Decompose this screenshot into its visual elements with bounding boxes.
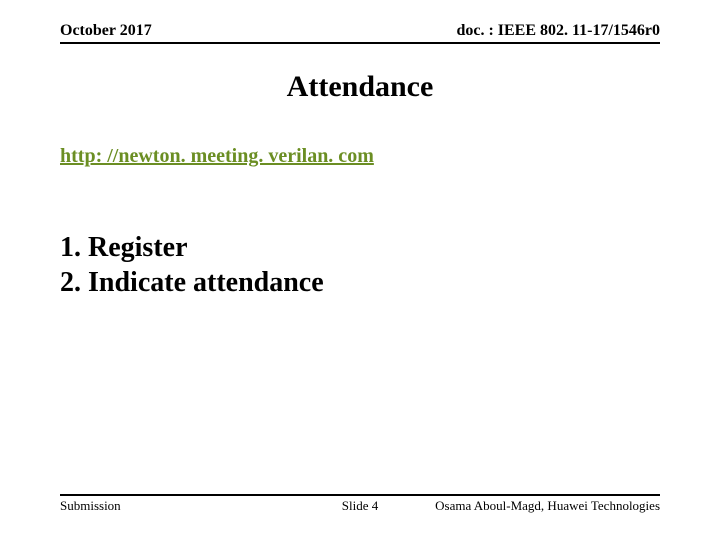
header-doc-id: doc. : IEEE 802. 11-17/1546r0 <box>456 22 660 40</box>
step-1: 1. Register <box>60 230 324 265</box>
slide-page: October 2017 doc. : IEEE 802. 11-17/1546… <box>0 0 720 540</box>
header-date: October 2017 <box>60 22 152 40</box>
attendance-link[interactable]: http: //newton. meeting. verilan. com <box>60 145 374 168</box>
header: October 2017 doc. : IEEE 802. 11-17/1546… <box>60 22 660 44</box>
page-title: Attendance <box>0 70 720 104</box>
footer-left: Submission <box>60 498 121 514</box>
footer: Submission Slide 4 Osama Aboul-Magd, Hua… <box>60 494 660 514</box>
step-2: 2. Indicate attendance <box>60 265 324 300</box>
footer-author: Osama Aboul-Magd, Huawei Technologies <box>435 498 660 514</box>
footer-slide-number: Slide 4 <box>342 498 378 514</box>
steps-list: 1. Register 2. Indicate attendance <box>60 230 324 300</box>
